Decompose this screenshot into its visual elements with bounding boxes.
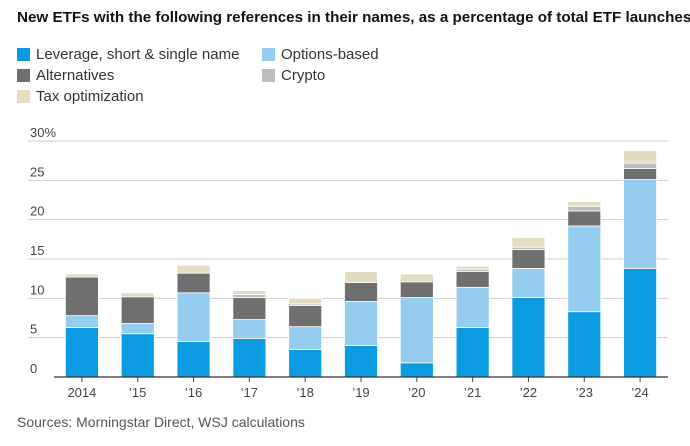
bar-segment [399,273,434,283]
bar-segment [65,273,99,278]
legend-item-leverage: Leverage, short & single name [17,46,239,63]
bar-segment [399,362,434,378]
legend-label-alternatives: Alternatives [36,67,115,84]
bar-segment [176,272,211,294]
y-tick-label: 0 [30,361,37,376]
bar-segment [455,271,490,288]
legend-label-leverage: Leverage, short & single name [36,46,240,63]
y-tick-label: 5 [30,322,37,337]
legend-item-alternatives: Alternatives [17,67,114,84]
x-tick-label: 2014 [67,385,96,400]
x-tick-label: ’23 [576,385,593,400]
y-tick-label: 10 [30,282,44,297]
bar-segment [344,345,378,378]
bar-segment [399,281,434,298]
bar-segment [399,297,434,364]
legend-swatch-tax [17,90,30,103]
bar-segment [511,268,546,298]
bar-segment [623,168,657,180]
bar-segment [288,305,323,328]
bar-segment [344,282,378,302]
legend-swatch-crypto [262,69,275,82]
bar-segment [120,296,155,324]
bar-segment [232,319,267,339]
bar-segment [623,179,657,269]
x-tick-label: ’18 [297,385,314,400]
bar-segment [567,225,602,313]
bar-segment [344,301,378,346]
bar-segment [232,290,267,295]
bar-segment [120,323,155,335]
source-note: Sources: Morningstar Direct, WSJ calcula… [17,414,305,430]
bar-segment [65,276,99,317]
bar-segment [623,150,657,164]
legend-item-crypto: Crypto [262,67,325,84]
x-tick-label: ’21 [464,385,481,400]
x-tick-label: ’15 [129,385,146,400]
bar-segment [120,333,155,378]
x-tick-label: ’17 [241,385,258,400]
bar-segment [232,293,267,298]
bar-segment [176,264,211,274]
legend-item-options: Options-based [262,46,379,63]
chart-title: New ETFs with the following references i… [17,9,690,26]
bar-segment [120,292,155,298]
bar-segment [511,297,546,378]
bar-segment [176,341,211,378]
y-tick-label: 30% [30,125,56,140]
legend-item-tax: Tax optimization [17,88,144,105]
y-tick-label: 15 [30,243,44,258]
bar-segment [176,292,211,342]
legend-label-crypto: Crypto [281,67,326,84]
y-tick-label: 20 [30,204,44,219]
bar-segment [455,286,490,328]
legend-label-options: Options-based [281,46,379,63]
x-tick-label: ’24 [631,385,648,400]
legend-swatch-leverage [17,48,30,61]
bar-segment [567,201,602,207]
bar-segment [567,205,602,212]
bar-segment [567,311,602,378]
stacked-bar-chart: 0 5 10 15 20 25 30% 2014 ’15 ’16 ’17 ’18 ’19 ’20 ’21 ’2… [28,125,668,400]
x-tick-label: ’22 [520,385,537,400]
y-tick-label: 25 [30,164,44,179]
bar-segment [65,315,99,328]
legend: Leverage, short & single name Options-ba… [17,46,477,110]
bar-segment [511,237,546,248]
bar-segment [455,265,490,270]
bar-segment [288,326,323,350]
bar-segment [288,297,323,305]
bar-segment [455,327,490,378]
bar-segment [232,338,267,378]
legend-label-tax: Tax optimization [36,88,144,105]
bar-segment [65,327,99,378]
legend-swatch-options [262,48,275,61]
bar-segment [344,271,378,284]
bar-segment [511,249,546,269]
x-tick-label: ’20 [408,385,425,400]
bar-segment [567,210,602,227]
bar-segment [232,297,267,320]
legend-swatch-alternatives [17,69,30,82]
x-tick-label: ’19 [352,385,369,400]
x-tick-label: ’16 [185,385,202,400]
bar-segment [623,268,657,378]
bar-segment [623,162,657,169]
bar-segment [288,349,323,378]
